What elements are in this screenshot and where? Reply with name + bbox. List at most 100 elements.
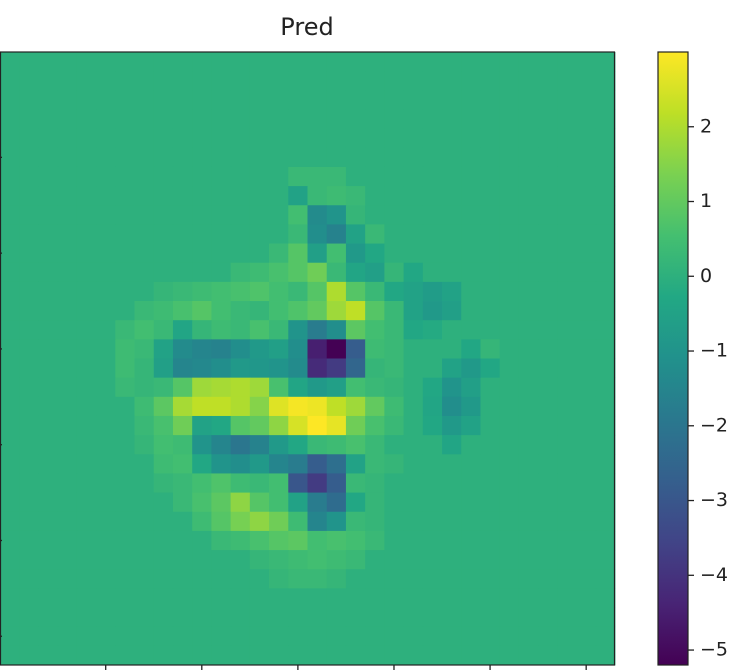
- heatmap-cell: [422, 147, 443, 168]
- heatmap-cell: [403, 320, 424, 340]
- heatmap-cell: [192, 71, 212, 91]
- heatmap-cell: [211, 530, 232, 551]
- heatmap-cell: [230, 320, 251, 340]
- heatmap-cell: [172, 339, 193, 359]
- heatmap-cell: [230, 339, 251, 359]
- heatmap-cell: [134, 473, 155, 493]
- heatmap-cell: [384, 607, 404, 628]
- heatmap-cell: [192, 358, 212, 379]
- heatmap-cell: [403, 607, 424, 628]
- heatmap-cell: [595, 262, 616, 283]
- heatmap-cell: [57, 396, 78, 417]
- heatmap-cell: [442, 473, 462, 493]
- heatmap-cell: [557, 166, 577, 187]
- heatmap-cell: [365, 454, 385, 474]
- heatmap-cell: [461, 377, 481, 398]
- heatmap-cell: [211, 588, 232, 608]
- heatmap-cell: [38, 435, 59, 455]
- heatmap-cell: [538, 320, 558, 340]
- heatmap-cell: [249, 396, 270, 417]
- heatmap-cell: [442, 415, 462, 436]
- heatmap-cell: [211, 492, 232, 513]
- heatmap-cell: [442, 262, 462, 283]
- heatmap-cell: [76, 52, 97, 72]
- heatmap-cell: [0, 52, 20, 72]
- heatmap-cell: [0, 492, 20, 513]
- heatmap-cell: [269, 358, 289, 379]
- heatmap-cell: [422, 415, 443, 436]
- heatmap-cell: [384, 166, 404, 187]
- heatmap-cell: [192, 186, 212, 206]
- heatmap-cell: [499, 205, 520, 225]
- heatmap-cell: [576, 320, 597, 340]
- heatmap-cell: [326, 645, 347, 666]
- heatmap-cell: [57, 128, 78, 149]
- heatmap-cell: [345, 71, 366, 91]
- heatmap-cell: [480, 109, 501, 130]
- heatmap-cell: [326, 530, 347, 551]
- heatmap-cell: [153, 243, 174, 264]
- heatmap-cell: [384, 569, 404, 589]
- heatmap-cell: [172, 396, 193, 417]
- heatmap-cell: [422, 492, 443, 513]
- heatmap-cell: [480, 71, 501, 91]
- heatmap-cell: [518, 626, 539, 647]
- heatmap-cell: [192, 511, 212, 532]
- heatmap-cell: [96, 320, 116, 340]
- heatmap-cell: [192, 205, 212, 225]
- heatmap-cell: [307, 569, 328, 589]
- heatmap-cell: [76, 626, 97, 647]
- heatmap-cell: [461, 128, 481, 149]
- heatmap-cell: [0, 358, 20, 379]
- heatmap-cell: [134, 415, 155, 436]
- heatmap-cell: [499, 281, 520, 302]
- heatmap-cell: [557, 281, 577, 302]
- heatmap-cell: [403, 166, 424, 187]
- heatmap-cell: [0, 396, 20, 417]
- heatmap-cell: [576, 492, 597, 513]
- heatmap-cell: [96, 243, 116, 264]
- heatmap-cell: [365, 358, 385, 379]
- heatmap-cell: [249, 339, 270, 359]
- heatmap-cell: [288, 645, 308, 666]
- heatmap-cell: [461, 396, 481, 417]
- heatmap-cell: [288, 588, 308, 608]
- heatmap-cell: [595, 320, 616, 340]
- heatmap-cell: [96, 224, 116, 244]
- heatmap-cell: [480, 243, 501, 264]
- heatmap-cell: [211, 645, 232, 666]
- heatmap-cell: [557, 262, 577, 283]
- heatmap-cell: [499, 530, 520, 551]
- heatmap-cell: [249, 301, 270, 321]
- heatmap-cell: [442, 435, 462, 455]
- heatmap-cell: [518, 415, 539, 436]
- heatmap-cell: [211, 147, 232, 168]
- heatmap-cell: [595, 243, 616, 264]
- heatmap-cell: [442, 301, 462, 321]
- heatmap-cell: [230, 147, 251, 168]
- heatmap-cell: [538, 52, 558, 72]
- heatmap-cell: [153, 71, 174, 91]
- heatmap-cell: [288, 569, 308, 589]
- heatmap-cell: [326, 588, 347, 608]
- heatmap-cell: [480, 128, 501, 149]
- heatmap-cell: [269, 128, 289, 149]
- heatmap-cell: [461, 71, 481, 91]
- heatmap-cell: [461, 588, 481, 608]
- heatmap-cell: [499, 396, 520, 417]
- heatmap-cell: [192, 243, 212, 264]
- heatmap-cell: [153, 377, 174, 398]
- heatmap-cell: [518, 147, 539, 168]
- heatmap-cell: [518, 262, 539, 283]
- heatmap-cell: [134, 454, 155, 474]
- heatmap-cell: [307, 415, 328, 436]
- heatmap-cell: [38, 550, 59, 570]
- heatmap-cell: [384, 262, 404, 283]
- heatmap-cell: [211, 550, 232, 570]
- heatmap-cell: [576, 224, 597, 244]
- heatmap-cell: [461, 52, 481, 72]
- heatmap-cell: [576, 301, 597, 321]
- heatmap-cell: [576, 550, 597, 570]
- heatmap-cell: [595, 435, 616, 455]
- heatmap-cell: [288, 377, 308, 398]
